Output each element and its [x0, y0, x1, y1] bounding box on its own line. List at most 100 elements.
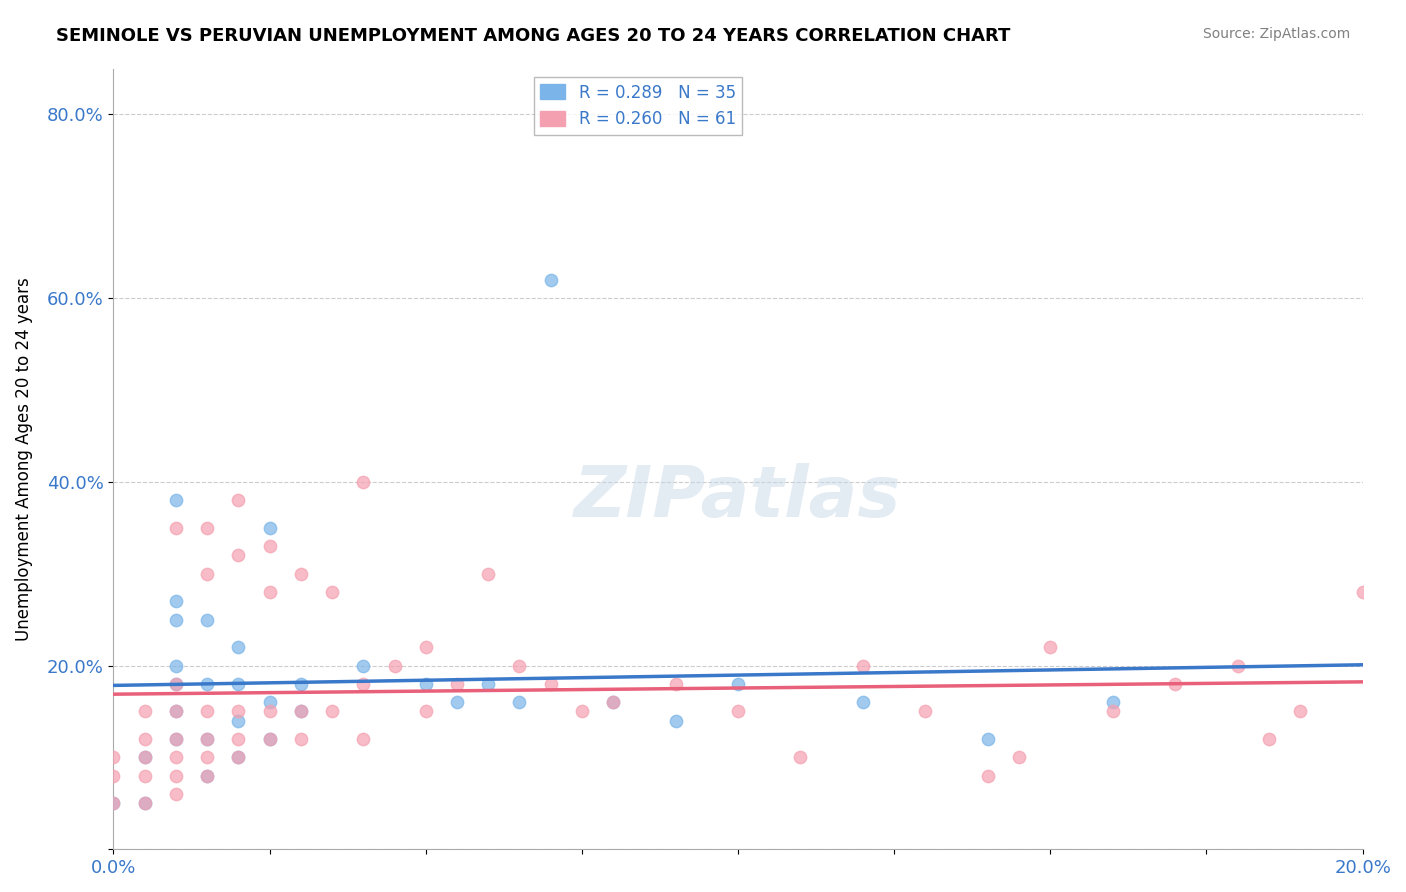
Point [228, 750, 250, 764]
Point [134, 750, 156, 764]
Point [134, 750, 156, 764]
Point [103, 797, 125, 811]
Point [165, 613, 187, 627]
Point [228, 705, 250, 719]
Point [290, 705, 312, 719]
Text: ZIPatlas: ZIPatlas [574, 464, 901, 533]
Point [228, 549, 250, 563]
Point [134, 769, 156, 783]
Point [165, 521, 187, 535]
Point [1351, 585, 1374, 599]
Point [602, 695, 624, 709]
Point [228, 493, 250, 508]
Point [259, 521, 281, 535]
Point [165, 594, 187, 608]
Point [384, 658, 406, 673]
Point [134, 732, 156, 747]
Point [727, 705, 749, 719]
Point [352, 475, 374, 489]
Point [571, 705, 593, 719]
Point [165, 493, 187, 508]
Point [508, 658, 530, 673]
Point [352, 677, 374, 691]
Text: Source: ZipAtlas.com: Source: ZipAtlas.com [1202, 27, 1350, 41]
Point [1226, 658, 1249, 673]
Point [664, 677, 686, 691]
Point [415, 705, 437, 719]
Point [195, 613, 218, 627]
Point [165, 705, 187, 719]
Point [195, 769, 218, 783]
Legend: R = 0.289   N = 35, R = 0.260   N = 61: R = 0.289 N = 35, R = 0.260 N = 61 [534, 77, 742, 135]
Point [165, 787, 187, 801]
Point [195, 732, 218, 747]
Point [446, 695, 468, 709]
Point [321, 705, 343, 719]
Point [914, 705, 936, 719]
Point [195, 732, 218, 747]
Point [852, 695, 875, 709]
Point [165, 677, 187, 691]
Point [165, 769, 187, 783]
Point [290, 566, 312, 581]
Point [195, 566, 218, 581]
Point [165, 658, 187, 673]
Point [789, 750, 811, 764]
Point [508, 695, 530, 709]
Point [1257, 732, 1279, 747]
Point [602, 695, 624, 709]
Point [134, 705, 156, 719]
Point [540, 677, 562, 691]
Point [446, 677, 468, 691]
Point [228, 750, 250, 764]
Point [103, 797, 125, 811]
Point [165, 750, 187, 764]
Point [1101, 695, 1123, 709]
Point [727, 677, 749, 691]
Text: SEMINOLE VS PERUVIAN UNEMPLOYMENT AMONG AGES 20 TO 24 YEARS CORRELATION CHART: SEMINOLE VS PERUVIAN UNEMPLOYMENT AMONG … [56, 27, 1011, 45]
Point [477, 566, 499, 581]
Point [259, 695, 281, 709]
Point [1164, 677, 1187, 691]
Point [195, 705, 218, 719]
Point [195, 750, 218, 764]
Point [195, 521, 218, 535]
Point [477, 677, 499, 691]
Point [134, 797, 156, 811]
Point [103, 769, 125, 783]
Point [165, 732, 187, 747]
Point [352, 732, 374, 747]
Point [259, 539, 281, 553]
Point [259, 705, 281, 719]
Point [1008, 750, 1031, 764]
Point [1289, 705, 1312, 719]
Point [259, 732, 281, 747]
Point [259, 585, 281, 599]
Point [165, 705, 187, 719]
Point [852, 658, 875, 673]
Point [165, 732, 187, 747]
Point [977, 732, 1000, 747]
Point [228, 732, 250, 747]
Point [321, 585, 343, 599]
Point [290, 677, 312, 691]
Point [290, 732, 312, 747]
Point [540, 273, 562, 287]
Point [134, 797, 156, 811]
Point [103, 750, 125, 764]
Point [1039, 640, 1062, 655]
Point [290, 705, 312, 719]
Point [664, 714, 686, 728]
Point [228, 677, 250, 691]
Point [228, 714, 250, 728]
Point [415, 640, 437, 655]
Point [195, 677, 218, 691]
Point [352, 658, 374, 673]
Point [415, 677, 437, 691]
Y-axis label: Unemployment Among Ages 20 to 24 years: Unemployment Among Ages 20 to 24 years [15, 277, 32, 640]
Point [1101, 705, 1123, 719]
Point [977, 769, 1000, 783]
Point [228, 640, 250, 655]
Point [195, 769, 218, 783]
Point [165, 677, 187, 691]
